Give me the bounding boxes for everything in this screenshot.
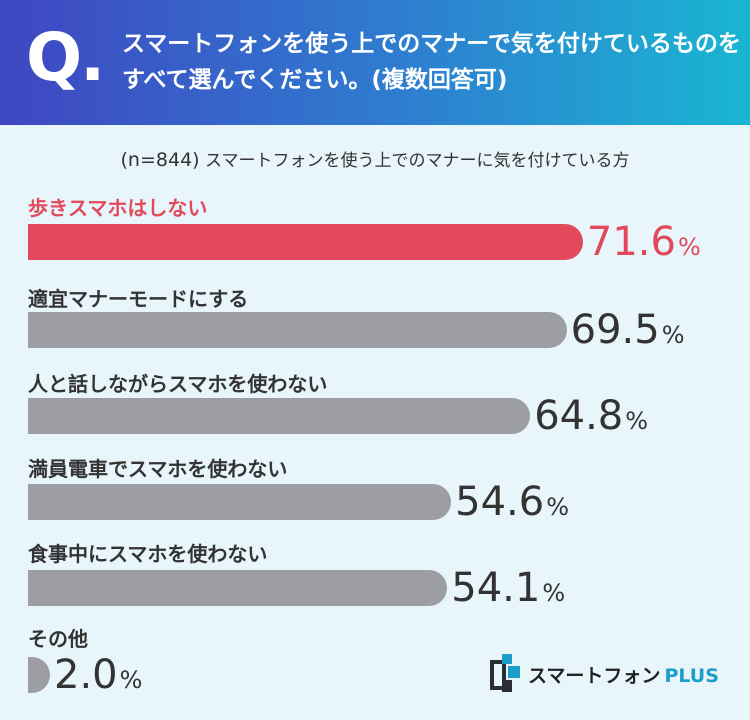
value-unit: % bbox=[119, 666, 143, 694]
value-label: 71.6% bbox=[587, 220, 701, 269]
bar bbox=[28, 398, 531, 434]
value-number: 2.0 bbox=[54, 652, 118, 698]
category-label: 満員電車でスマホを使わない bbox=[28, 457, 288, 481]
value-unit: % bbox=[661, 321, 685, 349]
bar bbox=[28, 570, 448, 606]
bar bbox=[28, 484, 452, 520]
value-number: 71.6 bbox=[586, 219, 676, 265]
value-unit: % bbox=[625, 407, 649, 435]
question-header: Q. スマートフォンを使う上でのマナーで気を付けているものをすべて選んでください… bbox=[0, 0, 750, 125]
value-label: 69.5% bbox=[571, 308, 685, 357]
value-unit: % bbox=[546, 493, 570, 521]
logo-mark-icon bbox=[490, 654, 520, 692]
question-marker: Q. bbox=[26, 19, 105, 96]
value-number: 54.6 bbox=[455, 479, 545, 525]
question-text: スマートフォンを使う上でのマナーで気を付けているものをすべて選んでください。(複… bbox=[122, 31, 741, 93]
category-label: 人と話しながらスマホを使わない bbox=[28, 372, 328, 396]
value-unit: % bbox=[542, 579, 566, 607]
logo-suffix: PLUS bbox=[664, 664, 719, 687]
value-label: 54.6% bbox=[455, 480, 569, 529]
bar bbox=[28, 657, 50, 693]
value-label: 54.1% bbox=[451, 566, 565, 615]
value-number: 69.5 bbox=[570, 307, 660, 353]
value-number: 64.8 bbox=[534, 393, 624, 439]
value-label: 2.0% bbox=[54, 653, 142, 702]
chart-subtitle: (n=844) スマートフォンを使う上でのマナーに気を付けている方 bbox=[0, 146, 750, 171]
brand-logo: スマートフォン PLUS bbox=[488, 652, 719, 696]
bar bbox=[28, 312, 567, 348]
logo-name: スマートフォン bbox=[528, 664, 661, 687]
category-label: 食事中にスマホを使わない bbox=[28, 542, 268, 566]
value-label: 64.8% bbox=[534, 394, 648, 443]
logo-text: スマートフォン PLUS bbox=[528, 661, 719, 688]
subtitle-text: スマートフォンを使う上でのマナーに気を付けている方 bbox=[204, 151, 630, 171]
bar bbox=[28, 224, 583, 260]
category-label: 適宜マナーモードにする bbox=[28, 287, 249, 311]
value-number: 54.1 bbox=[451, 565, 541, 611]
value-unit: % bbox=[677, 233, 701, 261]
category-label: その他 bbox=[28, 627, 88, 651]
sample-size: (n=844) bbox=[120, 149, 200, 171]
category-label: 歩きスマホはしない bbox=[28, 196, 208, 220]
